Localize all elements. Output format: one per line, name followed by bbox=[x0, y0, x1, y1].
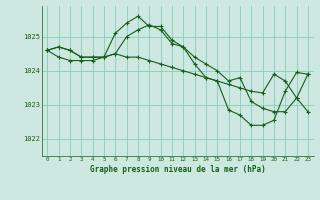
X-axis label: Graphe pression niveau de la mer (hPa): Graphe pression niveau de la mer (hPa) bbox=[90, 165, 266, 174]
